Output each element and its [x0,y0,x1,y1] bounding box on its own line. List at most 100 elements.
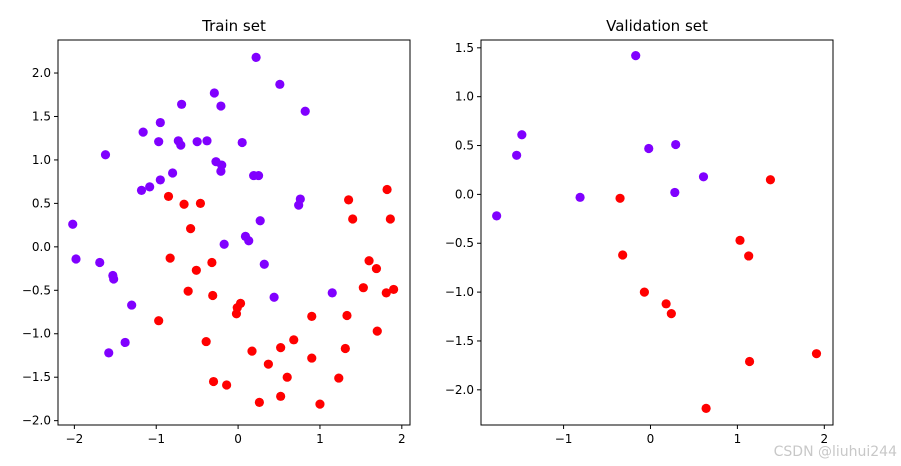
y-tick-label: −1.5 [445,334,474,348]
scatter-point [136,185,147,195]
scatter-point [216,166,226,176]
scatter-point [253,170,264,181]
scatter-point [307,353,317,363]
x-tick-label: −2 [66,432,84,446]
scatter-point [327,288,337,298]
chart-title: Train set [201,17,266,35]
scatter-point [671,139,681,150]
scatter-point [176,140,186,150]
scatter-point [251,52,261,62]
chart-title: Validation set [606,17,708,35]
x-tick-label: 0 [234,432,242,446]
plot-frame [57,39,411,426]
scatter-point [207,257,217,268]
train-set-axes: −2 −1 0 1 2 −2.0 −1.5 −1.0 −0.5 0.0 0.5 1.0 1.5 2.0 Tr… [22,17,411,446]
scatter-point [208,376,219,387]
y-tick-label: 2.0 [32,66,51,80]
scatter-point [155,117,165,128]
y-tick-label: −1.0 [22,327,51,341]
scatter-point [208,290,218,301]
y-tick-label: −0.5 [22,283,51,297]
scatter-point [389,284,399,295]
y-tick-label: 1.0 [455,90,474,104]
scatter-point [371,263,382,274]
scatter-point [698,172,709,182]
scatter-point [276,343,286,353]
scatter-point [71,254,81,264]
scatter-point [615,193,625,203]
scatter-point [138,127,148,137]
scatter-point [191,265,201,275]
scatter-point [209,88,219,98]
scatter-point [666,309,676,319]
scatter-point [631,51,641,61]
scatter-point [269,292,279,302]
x-tick-label: −1 [147,432,165,446]
scatter-point [237,137,247,148]
scatter-point [811,349,822,359]
scatter-point [186,223,196,234]
scatter-point [315,399,325,409]
scatter-point [165,253,175,263]
scatter-point [254,397,264,408]
scatter-point [364,256,374,266]
scatter-point [348,214,358,224]
scatter-point [100,150,111,160]
x-tick-label: 2 [398,432,406,446]
watermark-text: CSDN @liuhui244 [773,444,897,460]
scatter-point [344,195,354,205]
scatter-point [334,373,344,383]
scatter-point [201,336,211,347]
scatter-point [492,211,502,221]
scatter-point [342,310,352,321]
scatter-point [202,136,212,146]
y-tick-label: 0.0 [32,240,51,254]
scatter-point [259,259,269,269]
scatter-point [183,286,193,296]
scatter-point [358,283,368,293]
scatter-point [276,391,286,401]
scatter-point [177,99,187,109]
x-tick-label: 1 [734,432,742,446]
scatter-point [154,316,164,326]
scatter-point [231,309,242,319]
scatter-point [639,287,649,297]
scatter-point [517,130,527,140]
scatter-point [670,187,680,198]
scatter-point [289,335,299,345]
scatter-point [701,403,711,413]
x-tick-label: 2 [820,432,828,446]
scatter-point [300,106,310,116]
y-tick-label: −2.0 [22,414,51,428]
scatter-point [109,274,119,284]
scatter-point [154,137,164,147]
scatter-point [282,372,292,382]
y-tick-label: 0.0 [455,187,474,201]
y-tick-label: −1.5 [22,370,51,384]
scatter-point [575,192,585,202]
scatter-point [120,337,130,348]
scatter-point [275,79,285,89]
x-tick-label: 1 [316,432,324,446]
plot-frame [480,39,834,426]
scatter-point [263,359,273,369]
scatter-point [244,236,254,246]
scatter-point [661,299,671,309]
scatter-point [179,199,189,209]
scatter-point [644,143,654,154]
scatter-point [216,101,226,111]
scatter-point [127,300,137,310]
scatter-point [195,198,206,208]
scatter-point [744,356,755,367]
scatter-point [382,184,392,195]
scatter-point [155,175,165,185]
scatter-point [104,348,114,358]
scatter-point [192,137,202,147]
scatter-point [735,235,745,245]
scatter-point [68,219,78,229]
validation-set-axes: −1 0 1 2 −2.0 −1.5 −1.0 −0.5 0.0 0.5 1.0 1.5 Validat… [445,17,834,446]
scatter-point [222,380,232,390]
y-tick-label: 1.5 [32,109,51,123]
scatter-point [255,216,265,226]
